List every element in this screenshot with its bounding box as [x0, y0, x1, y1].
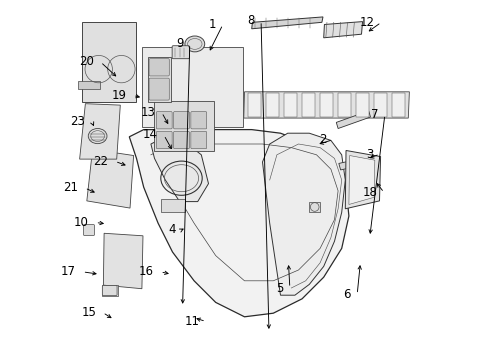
Ellipse shape [184, 36, 204, 52]
Text: 22: 22 [93, 155, 108, 168]
FancyBboxPatch shape [83, 225, 94, 235]
Text: 5: 5 [275, 282, 283, 294]
Polygon shape [320, 93, 332, 117]
FancyBboxPatch shape [190, 131, 206, 149]
FancyBboxPatch shape [156, 112, 172, 129]
Polygon shape [151, 137, 208, 202]
Polygon shape [154, 101, 213, 151]
Polygon shape [323, 22, 362, 38]
FancyBboxPatch shape [173, 131, 189, 149]
Polygon shape [129, 130, 348, 317]
FancyBboxPatch shape [190, 112, 206, 129]
Polygon shape [265, 93, 278, 117]
Polygon shape [148, 57, 170, 102]
Text: 12: 12 [359, 16, 374, 29]
Text: 20: 20 [79, 55, 94, 68]
Polygon shape [391, 93, 404, 117]
Polygon shape [336, 111, 370, 129]
FancyBboxPatch shape [149, 78, 169, 100]
FancyBboxPatch shape [172, 46, 189, 59]
Polygon shape [103, 233, 142, 289]
Polygon shape [81, 22, 136, 102]
Ellipse shape [88, 129, 107, 144]
Polygon shape [161, 199, 185, 212]
Polygon shape [373, 93, 386, 117]
Polygon shape [244, 92, 408, 118]
Polygon shape [78, 81, 100, 89]
Text: 11: 11 [184, 315, 199, 328]
Text: 7: 7 [370, 108, 378, 121]
Text: 14: 14 [142, 129, 157, 141]
FancyBboxPatch shape [156, 131, 172, 149]
Text: 13: 13 [140, 106, 155, 119]
Polygon shape [142, 47, 242, 127]
Text: 19: 19 [111, 89, 126, 102]
Text: 16: 16 [139, 265, 153, 278]
Polygon shape [348, 156, 374, 204]
Polygon shape [251, 17, 322, 29]
Text: 21: 21 [63, 181, 78, 194]
Polygon shape [309, 202, 320, 212]
Text: 1: 1 [208, 18, 216, 31]
Polygon shape [87, 149, 133, 208]
Polygon shape [345, 150, 380, 209]
Polygon shape [102, 285, 118, 296]
Text: 9: 9 [176, 37, 183, 50]
Polygon shape [284, 93, 296, 117]
FancyBboxPatch shape [149, 59, 169, 76]
FancyBboxPatch shape [173, 112, 189, 129]
Polygon shape [338, 156, 376, 170]
Polygon shape [262, 133, 345, 295]
Polygon shape [355, 93, 368, 117]
Text: 8: 8 [247, 14, 254, 27]
Text: 17: 17 [61, 265, 76, 278]
Polygon shape [302, 93, 314, 117]
Text: 3: 3 [365, 148, 373, 161]
Text: 18: 18 [362, 186, 377, 199]
Polygon shape [80, 104, 120, 159]
Text: 2: 2 [319, 133, 326, 146]
FancyBboxPatch shape [102, 285, 117, 296]
Text: 4: 4 [167, 223, 175, 236]
Text: 23: 23 [70, 115, 85, 128]
Text: 10: 10 [74, 216, 89, 229]
Polygon shape [337, 93, 350, 117]
Text: 6: 6 [343, 288, 350, 301]
Polygon shape [247, 93, 260, 117]
Text: 15: 15 [81, 306, 96, 319]
